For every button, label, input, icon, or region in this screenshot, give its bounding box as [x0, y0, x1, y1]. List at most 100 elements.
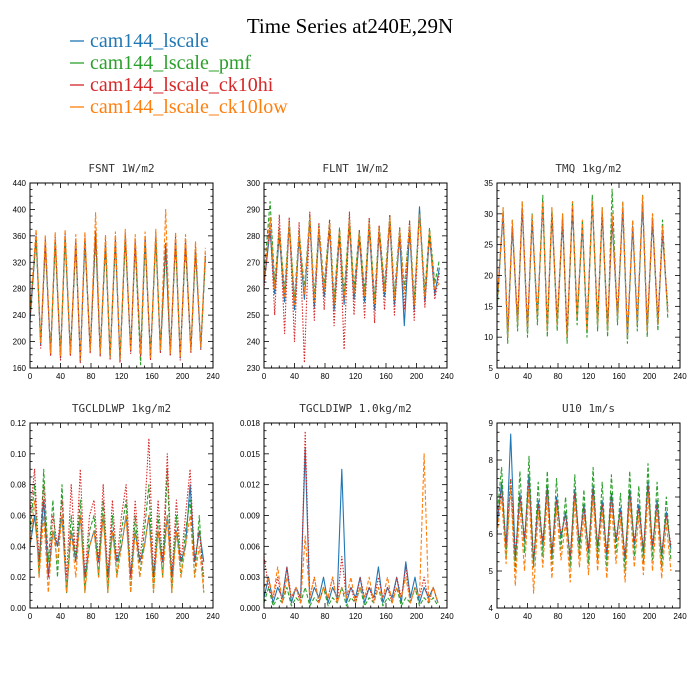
chart-panel: TGCLDLWP 1kg/m2 0 40 80 120 160 200 240 0.00 0.02… [10, 402, 220, 621]
y-tick-label: 0.04 [10, 542, 26, 551]
y-tick-label: 160 [13, 364, 27, 373]
x-tick-label: 40 [290, 372, 299, 381]
panel-title: TGCLDLWP 1kg/m2 [72, 402, 171, 415]
x-tick-label: 80 [321, 612, 330, 621]
legend-entry: cam144_lscale [70, 30, 209, 52]
legend-entry: cam144_lscale_ck10low [70, 96, 288, 118]
y-tick-label: 0.000 [240, 604, 261, 613]
series-line [264, 214, 440, 306]
x-tick-label: 200 [410, 372, 424, 381]
chart-panels: FSNT 1W/m20 40 80 120 160 200 2401602002402803… [10, 162, 687, 621]
y-tick-label: 0.018 [240, 419, 261, 428]
y-tick-label: 230 [247, 364, 261, 373]
plot-frame [496, 422, 681, 609]
y-tick-label: 0.10 [10, 450, 26, 459]
y-tick-label: 5 [489, 364, 494, 373]
series-line [264, 586, 439, 607]
y-tick-label: 5 [489, 567, 494, 576]
x-tick-label: 80 [87, 612, 96, 621]
y-tick-label: 30 [484, 210, 493, 219]
x-tick-label: 0 [262, 372, 267, 381]
x-tick-label: 120 [349, 612, 363, 621]
y-tick-label: 6 [489, 530, 494, 539]
x-tick-label: 120 [582, 612, 596, 621]
y-tick-label: 280 [13, 285, 27, 294]
y-tick-label: 0.015 [240, 450, 261, 459]
x-tick-label: 40 [56, 612, 65, 621]
y-tick-label: 20 [484, 272, 493, 281]
x-tick-label: 80 [554, 372, 563, 381]
panel-title: FLNT 1W/m2 [322, 162, 388, 175]
x-tick-label: 240 [673, 372, 687, 381]
series-line [264, 453, 439, 604]
series-line [497, 194, 669, 338]
y-tick-label: 9 [489, 419, 494, 428]
series-line [30, 437, 205, 578]
x-tick-label: 40 [56, 372, 65, 381]
panel-title: FSNT 1W/m2 [88, 162, 154, 175]
series-line [264, 211, 440, 364]
y-tick-label: 0.02 [10, 573, 26, 582]
x-tick-label: 120 [115, 612, 129, 621]
chart-panel: TMQ 1kg/m2 0 40 80 120 160 200 240 5 10 15 20 25 30 35 [484, 162, 687, 381]
y-tick-label: 35 [484, 179, 493, 188]
x-tick-label: 240 [673, 612, 687, 621]
legend-entry: cam144_lscale_pmf [70, 52, 251, 74]
x-tick-label: 120 [582, 372, 596, 381]
y-tick-label: 8 [489, 456, 494, 465]
chart-panel: FLNT 1W/m2 0 40 80 120 160 200 240 230 240 250 260 2… [247, 162, 455, 381]
x-tick-label: 240 [440, 372, 454, 381]
series-line [264, 430, 439, 604]
y-tick-label: 290 [247, 205, 261, 214]
x-tick-label: 0 [28, 612, 33, 621]
chart-panel: TGCLDIWP 1.0kg/m2 0 40 80 120 160 200 240 0.000 0… [240, 402, 454, 621]
x-tick-label: 160 [612, 372, 626, 381]
y-tick-label: 260 [247, 285, 261, 294]
y-tick-label: 4 [489, 604, 494, 613]
y-tick-label: 0.08 [10, 481, 26, 490]
x-tick-label: 160 [379, 372, 393, 381]
y-tick-label: 280 [247, 232, 261, 241]
series-line [30, 208, 206, 361]
series-line [264, 206, 440, 327]
x-tick-label: 0 [495, 612, 500, 621]
y-tick-label: 0.12 [10, 419, 26, 428]
y-tick-label: 200 [13, 338, 27, 347]
x-tick-label: 40 [290, 612, 299, 621]
legend-label: cam144_lscale_pmf [90, 52, 251, 74]
panel-title: U10 1m/s [562, 402, 615, 415]
legend-entry: cam144_lscale_ck10hi [70, 74, 274, 96]
y-tick-label: 25 [484, 241, 493, 250]
x-tick-label: 80 [554, 612, 563, 621]
y-tick-label: 240 [13, 311, 27, 320]
x-tick-label: 160 [612, 612, 626, 621]
x-tick-label: 200 [643, 612, 657, 621]
y-tick-label: 240 [247, 338, 261, 347]
series-line [497, 455, 672, 572]
y-tick-label: 0.009 [240, 512, 261, 521]
figure-title: Time Series at240E,29N [247, 14, 453, 38]
x-tick-label: 120 [115, 372, 129, 381]
x-tick-label: 160 [145, 372, 159, 381]
y-tick-label: 0.003 [240, 573, 261, 582]
series-line [497, 485, 672, 594]
y-tick-label: 300 [247, 179, 261, 188]
panel-title: TGCLDIWP 1.0kg/m2 [299, 402, 412, 415]
series-line [497, 477, 672, 561]
x-tick-label: 0 [28, 372, 33, 381]
x-tick-label: 40 [523, 612, 532, 621]
x-tick-label: 160 [145, 612, 159, 621]
series-line [264, 448, 439, 604]
chart-panel: U10 1m/s 0 40 80 120 160 200 240 4 5 6 7 8 9 [489, 402, 688, 621]
series-line [30, 499, 205, 594]
x-tick-label: 240 [206, 372, 220, 381]
y-tick-label: 0.00 [10, 604, 26, 613]
y-tick-label: 0.012 [240, 481, 261, 490]
y-tick-label: 250 [247, 311, 261, 320]
legend-label: cam144_lscale_ck10low [90, 96, 288, 118]
x-tick-label: 200 [176, 372, 190, 381]
x-tick-label: 80 [87, 372, 96, 381]
y-tick-label: 360 [13, 232, 27, 241]
y-tick-label: 10 [484, 333, 493, 342]
legend-label: cam144_lscale [90, 30, 209, 52]
